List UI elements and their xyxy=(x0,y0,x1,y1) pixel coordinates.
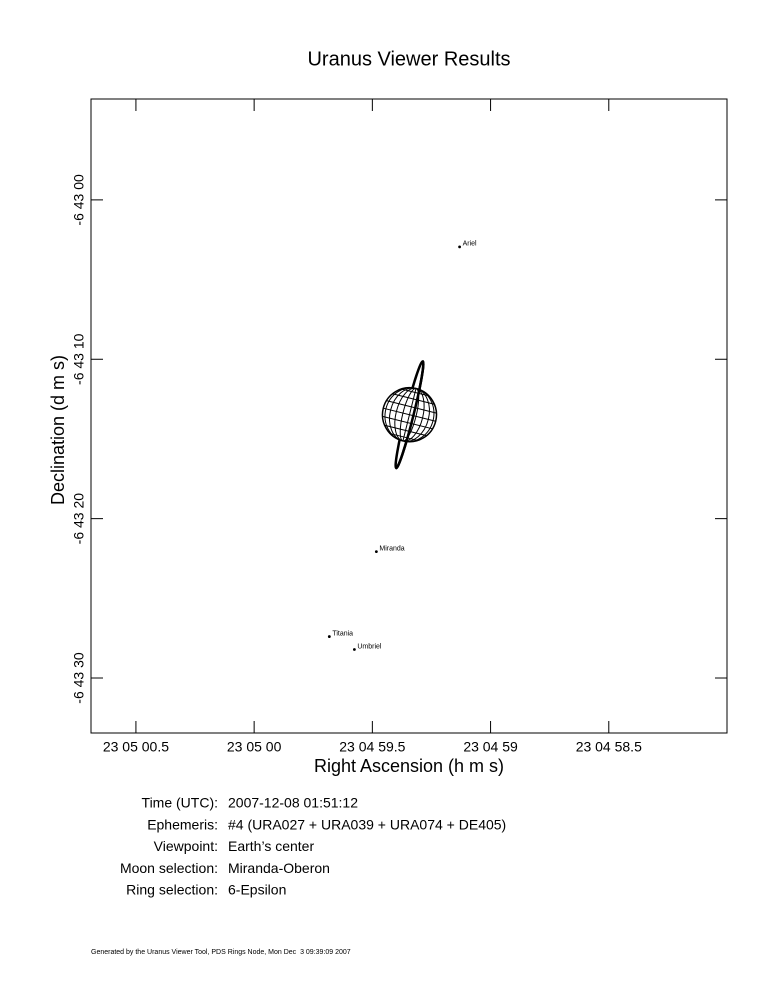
moon-label: Ariel xyxy=(463,241,477,248)
moon xyxy=(458,245,461,249)
parallel xyxy=(383,407,436,422)
moon xyxy=(352,648,356,651)
parallel xyxy=(382,415,433,430)
x-axis-label: Right Ascension (h m s) xyxy=(314,756,504,776)
detail-label: Viewpoint: xyxy=(154,838,218,854)
y-tick-label: -6 43 20 xyxy=(71,493,87,545)
footer: Generated by the Uranus Viewer Tool, PDS… xyxy=(91,949,351,956)
planet xyxy=(381,360,438,470)
moon xyxy=(374,550,378,554)
moon xyxy=(327,635,331,638)
moon-label: Miranda xyxy=(379,545,404,552)
plot-frame xyxy=(90,98,728,734)
detail-value: #4 (URA027 + URA039 + URA074 + DE405) xyxy=(228,816,506,832)
x-tick-label: 23 04 58.5 xyxy=(576,739,642,755)
parallel xyxy=(384,424,427,437)
detail-label: Ephemeris: xyxy=(147,816,218,832)
detail-value: Earth’s center xyxy=(228,838,314,854)
x-tick-label: 23 04 59.5 xyxy=(339,739,405,755)
y-axis-label: Declination (d m s) xyxy=(48,355,68,505)
parallel xyxy=(386,400,437,414)
x-tick-label: 23 04 59 xyxy=(463,739,518,755)
moon-label: Titania xyxy=(332,630,353,637)
detail-value: 2007-12-08 01:51:12 xyxy=(228,795,358,811)
parallel xyxy=(392,393,435,405)
y-tick-label: -6 43 30 xyxy=(71,652,87,704)
detail-value: Miranda-Oberon xyxy=(228,860,330,876)
parallel xyxy=(401,388,429,397)
x-tick-label: 23 05 00.5 xyxy=(103,739,169,755)
chart-title: Uranus Viewer Results xyxy=(307,48,510,70)
detail-value: 6-Epsilon xyxy=(228,882,286,898)
moon-label: Umbriel xyxy=(357,643,382,650)
detail-label: Time (UTC): xyxy=(142,795,218,811)
y-tick-label: -6 43 10 xyxy=(71,333,87,385)
y-tick-label: -6 43 00 xyxy=(71,174,87,226)
x-tick-label: 23 05 00 xyxy=(227,739,282,755)
detail-label: Ring selection: xyxy=(126,882,218,898)
detail-label: Moon selection: xyxy=(120,860,218,876)
ring-front xyxy=(394,360,425,470)
parallel xyxy=(389,433,418,441)
